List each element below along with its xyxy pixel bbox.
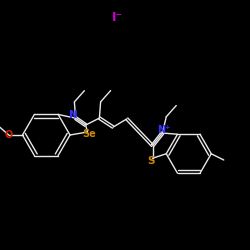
Text: N⁺: N⁺ [157, 125, 170, 135]
Text: Se: Se [82, 129, 96, 139]
Text: O: O [4, 130, 13, 140]
Text: N: N [69, 110, 78, 120]
Text: S: S [148, 156, 155, 166]
Text: I⁻: I⁻ [112, 11, 123, 24]
